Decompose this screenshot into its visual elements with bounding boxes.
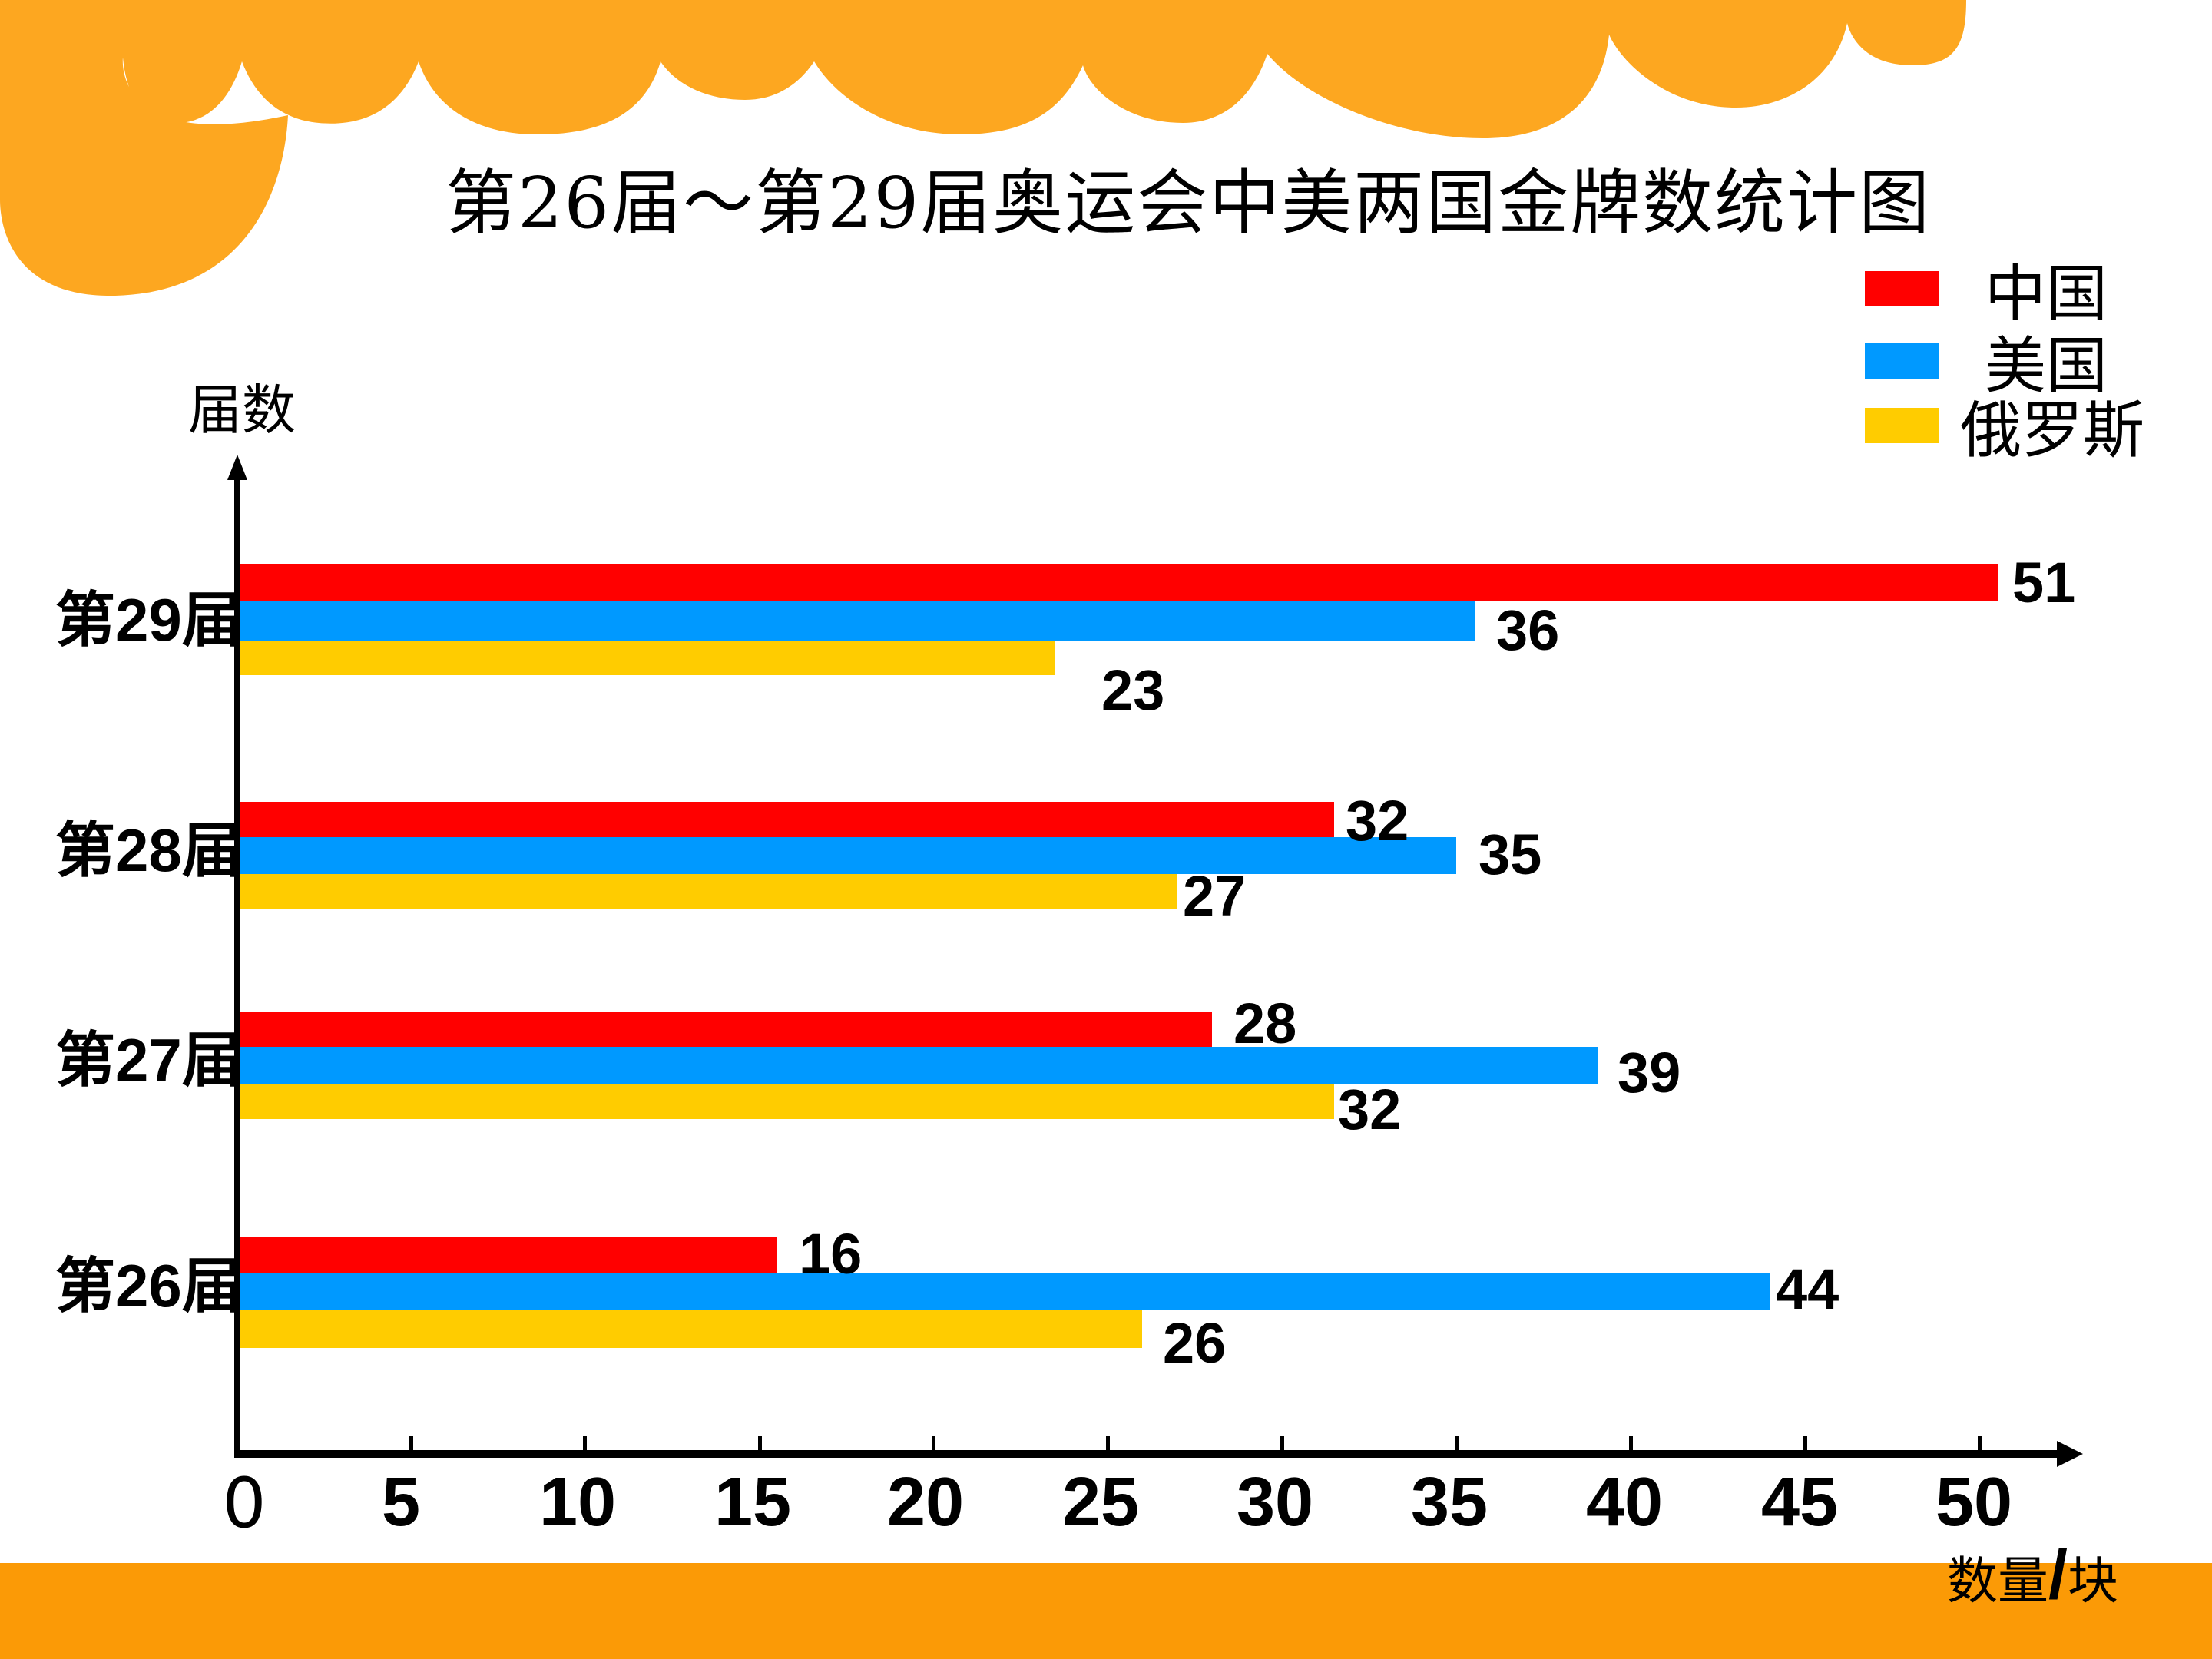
bar-29-china (240, 564, 1998, 601)
x-tick-50 (1978, 1436, 1982, 1453)
decorative-cloud-banner (0, 0, 1966, 296)
value-29-russia: 23 (1101, 658, 1165, 722)
x-tick-10 (583, 1436, 587, 1453)
x-tick-5 (409, 1436, 413, 1453)
x-tick-15 (758, 1436, 762, 1453)
chart-title: 第26届～第29届奥运会中美两国金牌数统计图 (445, 162, 1932, 244)
x-tick-label-10: 10 (538, 1464, 617, 1541)
value-26-russia: 26 (1163, 1311, 1227, 1375)
bar-28-usa (240, 837, 1456, 874)
legend-label-usa: 美国 (1985, 330, 2108, 402)
bar-26-usa (240, 1273, 1770, 1310)
bar-28-china (240, 802, 1334, 837)
x-tick-label-0: 0 (222, 1463, 267, 1544)
value-28-russia: 27 (1183, 864, 1247, 928)
x-tick-label-5: 5 (381, 1464, 421, 1541)
x-axis-label-unit: 块 (2068, 1551, 2119, 1611)
x-axis-label-quantity: 数量 (1947, 1551, 2048, 1611)
value-27-russia: 32 (1338, 1078, 1402, 1141)
x-tick-40 (1629, 1436, 1633, 1453)
x-axis-arrow-icon (2057, 1441, 2083, 1467)
category-label-26: 第26届 (55, 1252, 242, 1320)
x-tick-label-30: 30 (1236, 1464, 1314, 1541)
bar-26-russia (240, 1310, 1142, 1348)
value-29-usa: 36 (1496, 598, 1560, 662)
legend-label-russia: 俄罗斯 (1960, 395, 2144, 466)
x-tick-20 (932, 1436, 935, 1453)
value-28-usa: 35 (1479, 823, 1542, 886)
bar-29-usa (240, 601, 1475, 641)
legend-item-usa: 美国 (1865, 316, 2108, 406)
legend-item-china: 中国 (1865, 244, 2108, 333)
decorative-bottom-band (0, 1563, 2212, 1659)
legend-item-russia: 俄罗斯 (1865, 381, 2144, 470)
x-tick-label-35: 35 (1410, 1464, 1488, 1541)
x-tick-45 (1803, 1436, 1807, 1453)
value-29-china: 51 (2012, 551, 2076, 614)
value-27-china: 28 (1233, 992, 1297, 1055)
bar-27-russia (240, 1084, 1334, 1119)
bar-26-china (240, 1237, 777, 1273)
y-axis-label: 届数 (188, 379, 296, 442)
x-tick-label-25: 25 (1061, 1464, 1140, 1541)
x-tick-label-40: 40 (1585, 1464, 1664, 1541)
x-tick-label-45: 45 (1760, 1464, 1839, 1541)
value-26-usa: 44 (1776, 1257, 1839, 1321)
legend-swatch-russia (1865, 408, 1939, 443)
category-label-27: 第27届 (55, 1026, 242, 1094)
value-26-china: 16 (799, 1222, 863, 1286)
bar-29-russia (240, 641, 1055, 675)
x-tick-30 (1280, 1436, 1284, 1453)
x-axis-label: 数量/块 (1947, 1536, 2118, 1615)
x-tick-35 (1455, 1436, 1459, 1453)
legend-swatch-usa (1865, 343, 1939, 379)
x-tick-label-50: 50 (1935, 1464, 2013, 1541)
legend-label-china: 中国 (1985, 258, 2108, 329)
bar-27-usa (240, 1047, 1598, 1084)
x-tick-25 (1106, 1436, 1110, 1453)
x-tick-label-20: 20 (886, 1464, 965, 1541)
value-27-usa: 39 (1618, 1041, 1681, 1104)
category-label-29: 第29届 (55, 586, 242, 654)
legend-swatch-china (1865, 271, 1939, 306)
category-label-28: 第28届 (55, 816, 242, 884)
bar-27-china (240, 1012, 1212, 1047)
x-tick-label-15: 15 (714, 1464, 792, 1541)
bar-28-russia (240, 874, 1177, 909)
value-28-china: 32 (1346, 789, 1409, 853)
y-axis-arrow-icon (227, 455, 247, 480)
x-axis-label-slash: / (2048, 1537, 2068, 1614)
